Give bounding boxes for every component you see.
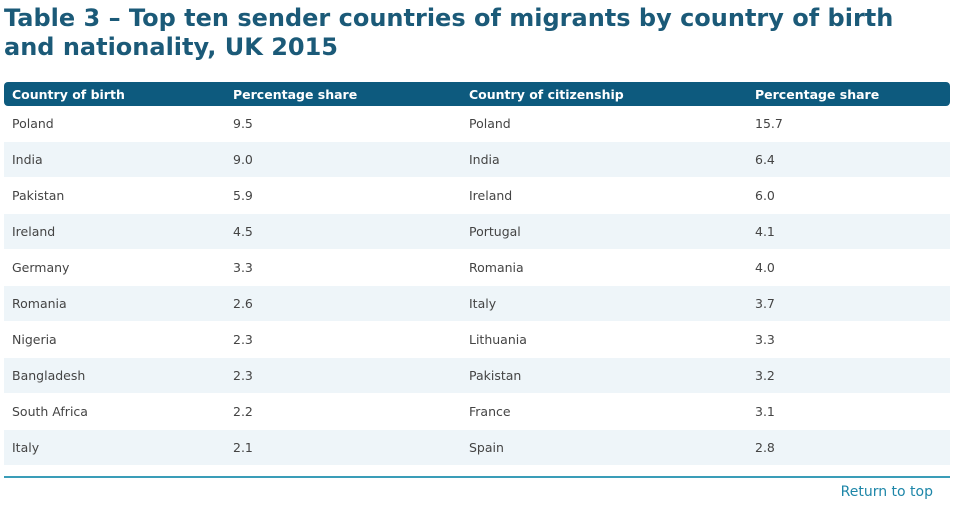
table-cell: Ireland xyxy=(461,177,747,214)
table-row: Italy 2.1 Spain 2.8 xyxy=(4,429,950,466)
table-cell: Germany xyxy=(4,249,225,286)
table-cell: Pakistan xyxy=(4,177,225,214)
column-header: Percentage share xyxy=(225,82,461,106)
table-cell: France xyxy=(461,393,747,430)
data-table: Country of birth Percentage share Country … xyxy=(4,82,950,466)
table-cell: 2.8 xyxy=(747,429,950,466)
table-cell: 9.5 xyxy=(225,106,461,142)
table-row: Bangladesh 2.3 Pakistan 3.2 xyxy=(4,357,950,394)
table-cell: 2.6 xyxy=(225,285,461,322)
table-cell: Nigeria xyxy=(4,321,225,358)
table-cell: 5.9 xyxy=(225,177,461,214)
table-cell: Poland xyxy=(4,106,225,142)
table-cell: Bangladesh xyxy=(4,357,225,394)
table-cell: 2.2 xyxy=(225,393,461,430)
table-row: India 9.0 India 6.4 xyxy=(4,141,950,178)
table-cell: 2.3 xyxy=(225,321,461,358)
table-cell: 2.3 xyxy=(225,357,461,394)
table-cell: India xyxy=(4,141,225,178)
table-cell: 3.3 xyxy=(747,321,950,358)
table-cell: Lithuania xyxy=(461,321,747,358)
table-cell: Romania xyxy=(461,249,747,286)
column-header: Country of citizenship xyxy=(461,82,747,106)
table-body: Poland 9.5 Poland 15.7 India 9.0 India 6.4 Pakis… xyxy=(4,106,950,466)
table-row: Romania 2.6 Italy 3.7 xyxy=(4,285,950,322)
table-cell: 3.2 xyxy=(747,357,950,394)
return-to-top-link[interactable]: Return to top xyxy=(840,484,933,500)
table-cell: South Africa xyxy=(4,393,225,430)
table-cell: Italy xyxy=(4,429,225,466)
column-header: Percentage share xyxy=(747,82,950,106)
table-row: Poland 9.5 Poland 15.7 xyxy=(4,106,950,142)
table-cell: 15.7 xyxy=(747,106,950,142)
table-title: Table 3 – Top ten sender countries of mi… xyxy=(4,4,894,61)
table-cell: 3.1 xyxy=(747,393,950,430)
table-row: South Africa 2.2 France 3.1 xyxy=(4,393,950,430)
divider xyxy=(4,476,950,478)
table-row: Ireland 4.5 Portugal 4.1 xyxy=(4,213,950,250)
table-cell: 9.0 xyxy=(225,141,461,178)
table-cell: India xyxy=(461,141,747,178)
table-row: Nigeria 2.3 Lithuania 3.3 xyxy=(4,321,950,358)
table-cell: Ireland xyxy=(4,213,225,250)
table-row: Pakistan 5.9 Ireland 6.0 xyxy=(4,177,950,214)
table-row: Germany 3.3 Romania 4.0 xyxy=(4,249,950,286)
table-cell: 4.0 xyxy=(747,249,950,286)
table-cell: 6.4 xyxy=(747,141,950,178)
table-cell: Poland xyxy=(461,106,747,142)
table-cell: 3.7 xyxy=(747,285,950,322)
table-cell: Italy xyxy=(461,285,747,322)
table-cell: Romania xyxy=(4,285,225,322)
table-cell: Spain xyxy=(461,429,747,466)
table-cell: Pakistan xyxy=(461,357,747,394)
header-row: Country of birth Percentage share Country … xyxy=(4,82,950,106)
table-cell: 2.1 xyxy=(225,429,461,466)
table-cell: 6.0 xyxy=(747,177,950,214)
table-cell: 4.5 xyxy=(225,213,461,250)
table-cell: 4.1 xyxy=(747,213,950,250)
table-cell: 3.3 xyxy=(225,249,461,286)
column-header: Country of birth xyxy=(4,82,225,106)
table-cell: Portugal xyxy=(461,213,747,250)
